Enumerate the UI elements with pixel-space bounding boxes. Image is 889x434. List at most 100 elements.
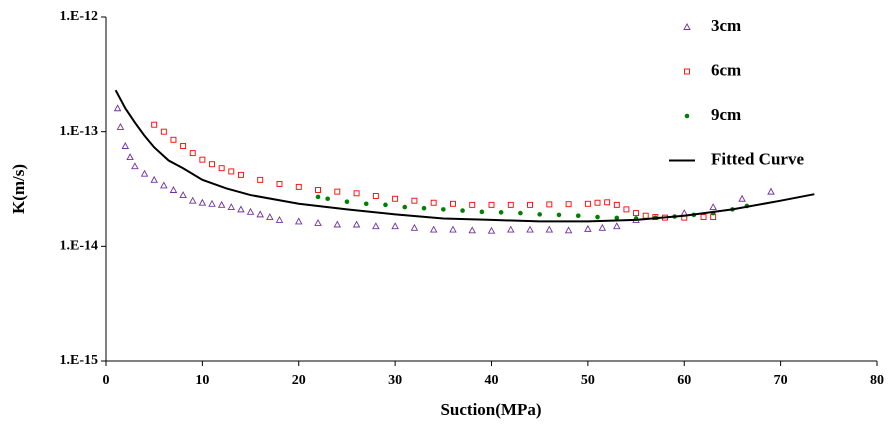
- y-tick-label: 1.E-15: [60, 353, 99, 368]
- data-point: [237, 171, 244, 178]
- data-point: [575, 213, 581, 218]
- data-point: [518, 210, 523, 216]
- data-point: [257, 176, 264, 183]
- legend-label: 9cm: [711, 105, 741, 124]
- data-point: [537, 212, 542, 217]
- data-point: [150, 175, 158, 183]
- data-point: [507, 225, 515, 233]
- data-point: [116, 122, 125, 130]
- data-point: [604, 199, 611, 206]
- data-point: [140, 169, 149, 177]
- data-point: [295, 183, 302, 190]
- data-point: [392, 195, 399, 202]
- data-point: [488, 201, 495, 208]
- data-point: [565, 201, 572, 208]
- data-point: [460, 208, 465, 213]
- legend-swatch: [683, 23, 691, 30]
- data-point: [217, 200, 226, 208]
- data-point: [218, 165, 225, 172]
- data-point: [623, 206, 630, 213]
- x-tick-label: 10: [195, 373, 209, 388]
- data-point: [237, 205, 245, 213]
- data-point: [334, 188, 341, 195]
- legend-swatch: [684, 68, 690, 75]
- data-point: [344, 199, 350, 205]
- x-tick-label: 40: [485, 373, 499, 388]
- x-tick-label: 80: [870, 373, 884, 388]
- data-point: [372, 222, 380, 230]
- data-point: [429, 225, 438, 233]
- data-point: [441, 207, 446, 212]
- data-point: [633, 210, 640, 217]
- data-point: [363, 201, 369, 207]
- data-point: [487, 226, 496, 234]
- y-tick-label: 1.E-13: [60, 124, 99, 139]
- data-point: [402, 204, 408, 210]
- data-point: [315, 194, 321, 200]
- x-tick-label: 50: [581, 373, 595, 388]
- y-tick-label: 1.E-12: [60, 9, 99, 24]
- data-point: [738, 194, 746, 202]
- x-axis-label: Suction(MPa): [440, 400, 541, 419]
- data-point: [595, 214, 600, 220]
- data-point: [228, 168, 235, 175]
- data-point: [170, 136, 177, 143]
- x-tick-label: 70: [774, 373, 788, 388]
- data-point: [333, 220, 342, 228]
- data-point: [113, 104, 122, 112]
- data-point: [556, 212, 562, 218]
- data-point: [449, 225, 457, 233]
- data-point: [131, 162, 139, 170]
- data-point: [468, 226, 476, 234]
- data-point: [372, 193, 379, 199]
- data-point: [189, 150, 196, 157]
- fitted-line: [114, 89, 815, 223]
- data-point: [160, 128, 167, 135]
- data-point: [421, 205, 427, 211]
- data-point: [469, 201, 476, 208]
- data-point: [598, 223, 607, 231]
- data-point: [314, 218, 322, 226]
- data-point: [584, 224, 592, 232]
- data-point: [498, 210, 504, 215]
- data-point: [160, 181, 168, 189]
- x-tick-label: 30: [388, 373, 402, 388]
- data-point: [642, 212, 649, 219]
- legend-label: 6cm: [711, 60, 741, 79]
- data-point: [121, 142, 130, 149]
- data-point: [546, 201, 553, 208]
- data-point: [410, 223, 419, 231]
- data-point: [198, 198, 207, 206]
- data-point: [227, 203, 236, 211]
- data-point: [411, 197, 418, 204]
- data-point: [479, 209, 485, 215]
- x-tick-label: 0: [103, 373, 110, 388]
- data-point: [613, 222, 621, 230]
- data-point: [700, 214, 707, 221]
- data-point: [325, 196, 330, 202]
- data-point: [275, 215, 284, 223]
- data-point: [169, 186, 178, 193]
- data-point: [709, 203, 717, 211]
- data-point: [594, 199, 601, 206]
- data-point: [430, 199, 437, 206]
- data-point: [614, 215, 620, 221]
- data-point: [266, 213, 274, 221]
- x-tick-label: 20: [292, 373, 306, 388]
- data-point: [256, 210, 264, 218]
- data-point: [767, 187, 775, 195]
- data-point: [564, 226, 573, 234]
- data-point: [180, 143, 187, 149]
- data-point: [526, 225, 534, 233]
- data-point: [151, 121, 158, 128]
- data-point: [545, 225, 554, 233]
- data-point: [276, 180, 283, 187]
- y-tick-label: 1.E-14: [60, 239, 99, 254]
- data-point: [315, 187, 321, 193]
- legend-swatch: [684, 113, 690, 119]
- data-point: [383, 202, 388, 208]
- x-tick-label: 60: [677, 373, 691, 388]
- data-point: [294, 217, 303, 225]
- data-point: [126, 153, 134, 161]
